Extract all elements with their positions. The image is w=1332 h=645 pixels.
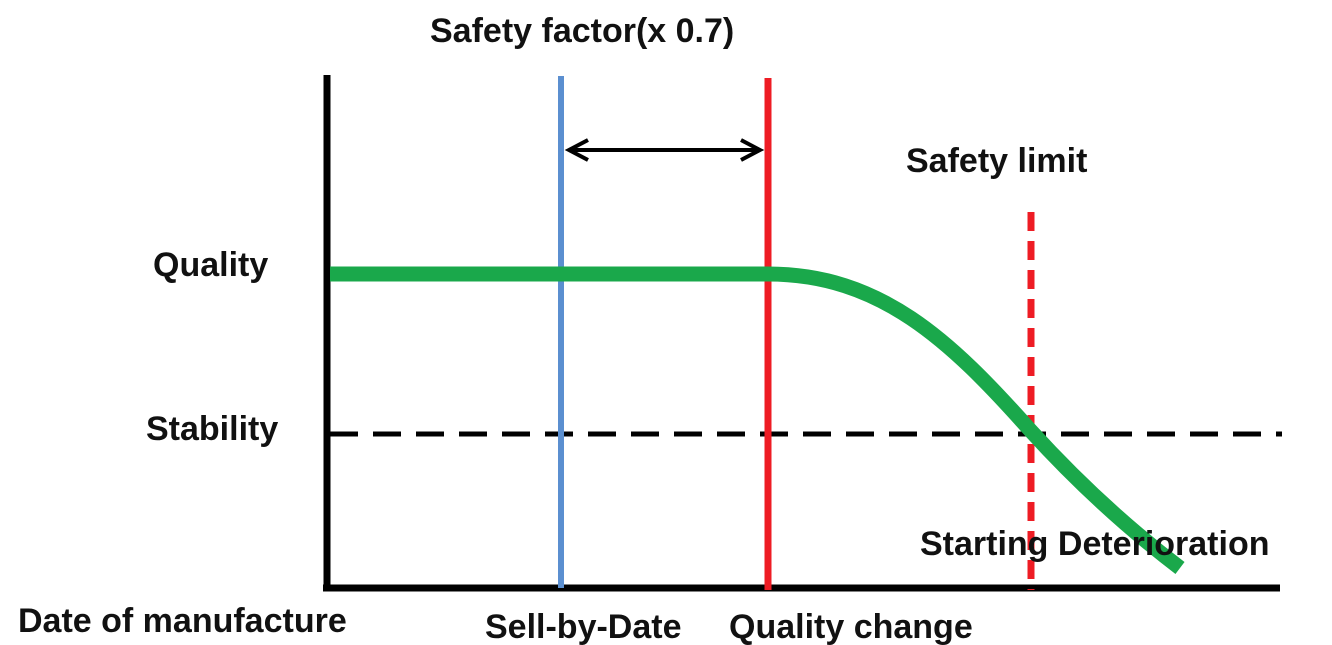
date-of-manufacture-label: Date of manufacture (18, 602, 347, 640)
stability-label: Stability (146, 410, 278, 448)
safety-limit-label: Safety limit (906, 142, 1087, 180)
starting-deterioration-label: Starting Deterioration (920, 525, 1269, 563)
quality-curve (330, 266, 1185, 574)
safety-factor-arrow (564, 138, 765, 162)
quality-change-label: Quality change (729, 608, 973, 645)
sell-by-date-label: Sell-by-Date (485, 608, 682, 645)
safety-factor-label: Safety factor(x 0.7) (430, 12, 734, 50)
quality-label: Quality (153, 246, 268, 284)
